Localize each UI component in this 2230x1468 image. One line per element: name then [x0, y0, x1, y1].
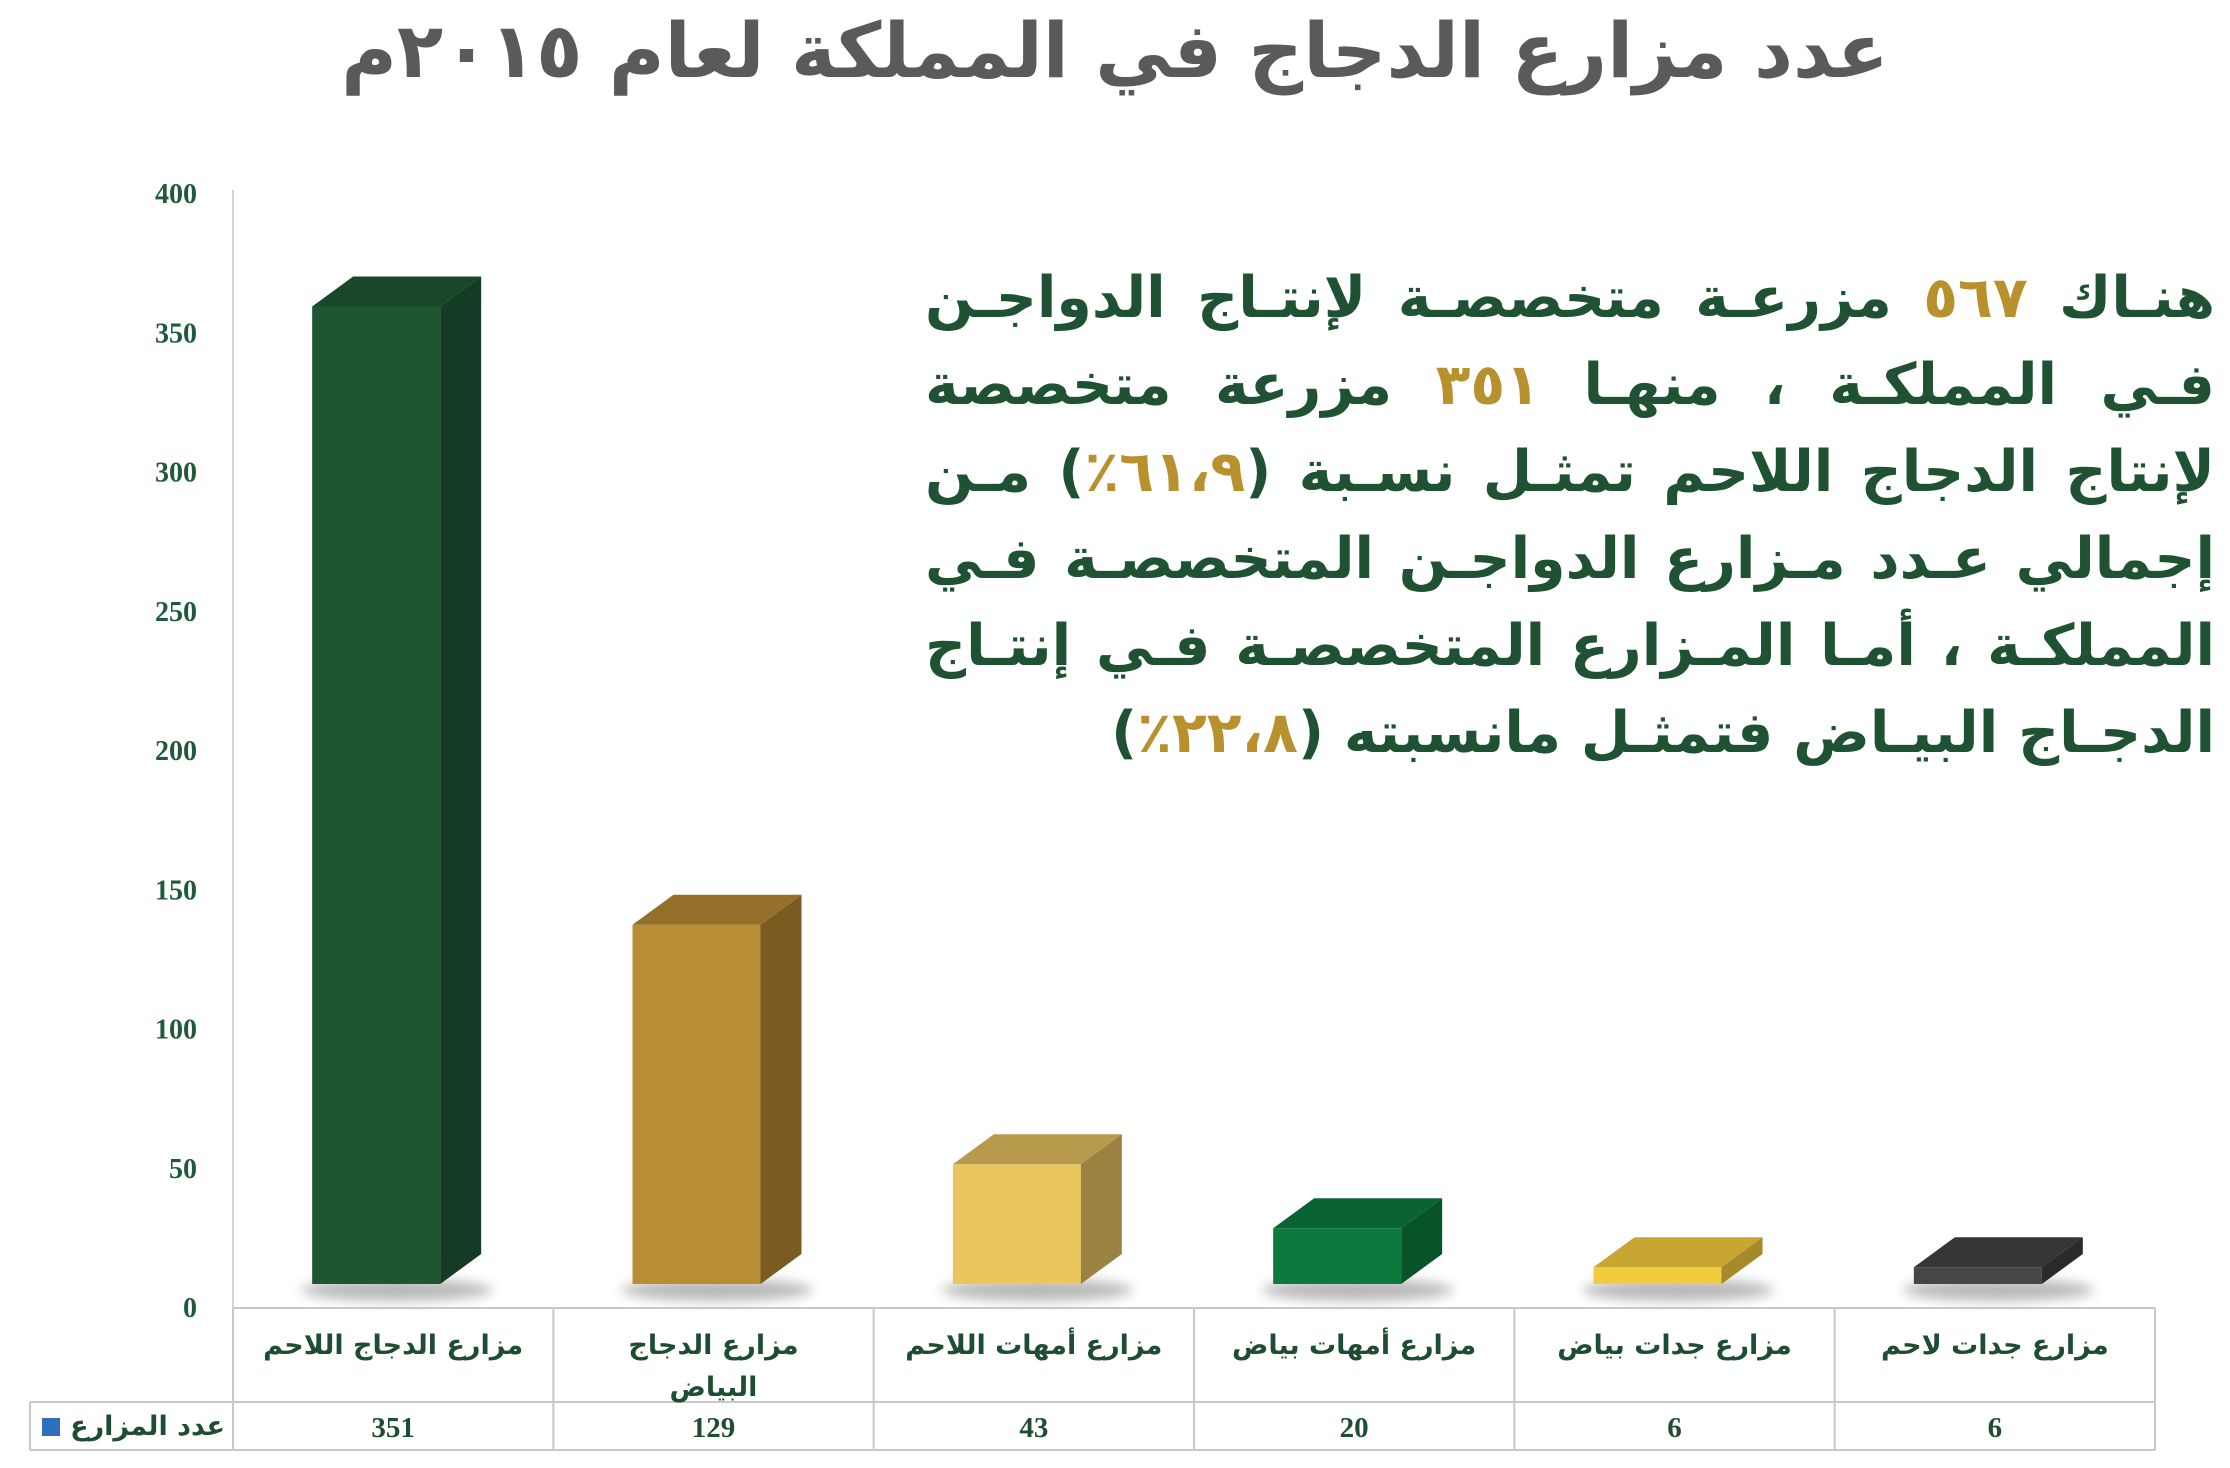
annotation-span: مزرعـة متخصصـة لإنتـاج الدواجـن فـي المم… — [925, 265, 2215, 418]
bar-top — [952, 1134, 1122, 1165]
bar-front — [952, 1164, 1081, 1284]
category-label: مزارع جدات لاحم — [1881, 1330, 2109, 1361]
category-label: مزارع الدجاج اللاحم — [263, 1330, 523, 1361]
bar-top — [1913, 1237, 2083, 1268]
bar-side — [1401, 1198, 1443, 1284]
bar-side — [1080, 1134, 1122, 1284]
bar — [300, 276, 493, 1301]
y-axis: 0 50 100 150 200 250 300 350 400 — [155, 179, 234, 1324]
data-label: 20 — [1340, 1412, 1369, 1444]
annotation-span: مزرعة متخصصة لإنتاج الدجاج اللاحم تمثـل … — [925, 352, 2215, 505]
highlight-number: ٢٢،٨٪ — [1137, 700, 1298, 766]
bar-shadow — [300, 1279, 493, 1301]
bars — [300, 276, 2095, 1301]
bar-front — [1913, 1267, 2042, 1284]
data-label: 129 — [692, 1412, 736, 1444]
data-label: 43 — [1019, 1412, 1048, 1444]
y-tick-label: 100 — [155, 1015, 197, 1046]
bar-side — [1721, 1237, 1763, 1284]
highlight-number: ٣٥١ — [1435, 352, 1540, 418]
annotation-span: ) مـن إجمالي عـدد مـزارع الدواجـن المتخص… — [925, 439, 2215, 766]
bar-side — [760, 894, 802, 1284]
chart-title: عدد مزارع الدجاج في المملكة لعام ٢٠١٥م — [341, 6, 1889, 95]
bar-top — [1593, 1237, 1763, 1268]
y-tick-label: 300 — [155, 458, 197, 489]
legend-marker — [42, 1418, 60, 1436]
highlight-number: ٦١،٩٪ — [1084, 439, 1246, 505]
bar-shadow — [941, 1279, 1134, 1301]
legend-label: عدد المزارع — [70, 1411, 225, 1442]
data-label: 351 — [371, 1412, 415, 1444]
highlight-number: ٥٦٧ — [1923, 265, 2028, 331]
y-tick-label: 150 — [155, 875, 197, 906]
bar-shadow — [621, 1279, 813, 1301]
bar-shadow — [1582, 1279, 1774, 1301]
bar-side — [2041, 1237, 2083, 1284]
data-label: 6 — [1667, 1412, 1682, 1444]
bar-front — [1593, 1267, 1722, 1284]
bar-shadow — [1261, 1279, 1454, 1301]
bar — [621, 894, 813, 1301]
y-tick-label: 400 — [155, 179, 197, 210]
bar-front — [312, 306, 441, 1285]
y-tick-label: 200 — [155, 736, 197, 767]
annotation-text: هنـاك ٥٦٧ مزرعـة متخصصـة لإنتـاج الدواجـ… — [925, 255, 2215, 777]
category-label: مزارع الدجاج — [628, 1330, 798, 1361]
bar-front — [1273, 1228, 1402, 1284]
annotation-span: هنـاك — [2027, 265, 2215, 331]
bar-top — [632, 894, 802, 925]
y-tick-label: 50 — [169, 1154, 197, 1185]
bar-shadow — [1902, 1279, 2095, 1301]
bar-side — [440, 276, 482, 1285]
bar — [1582, 1237, 1774, 1301]
annotation-span: ) — [1111, 700, 1138, 766]
y-tick-label: 350 — [155, 318, 197, 349]
category-label: مزارع أمهات اللاحم — [905, 1327, 1162, 1361]
bar-front — [632, 924, 761, 1284]
category-label: مزارع جدات بياض — [1557, 1330, 1792, 1361]
bar-top — [1273, 1198, 1443, 1229]
y-tick-label: 250 — [155, 597, 197, 628]
data-table: مزارع الدجاج اللاحم 351 مزارع الدجاج البياض… — [29, 1307, 2156, 1451]
bar — [1902, 1237, 2095, 1301]
y-tick-label: 0 — [183, 1293, 197, 1324]
category-label: البياض — [670, 1372, 758, 1403]
bar — [1261, 1198, 1454, 1301]
category-label: مزارع أمهات بياض — [1232, 1327, 1476, 1361]
bar-top — [312, 276, 482, 307]
bar — [941, 1134, 1134, 1301]
data-label: 6 — [1988, 1412, 2003, 1444]
